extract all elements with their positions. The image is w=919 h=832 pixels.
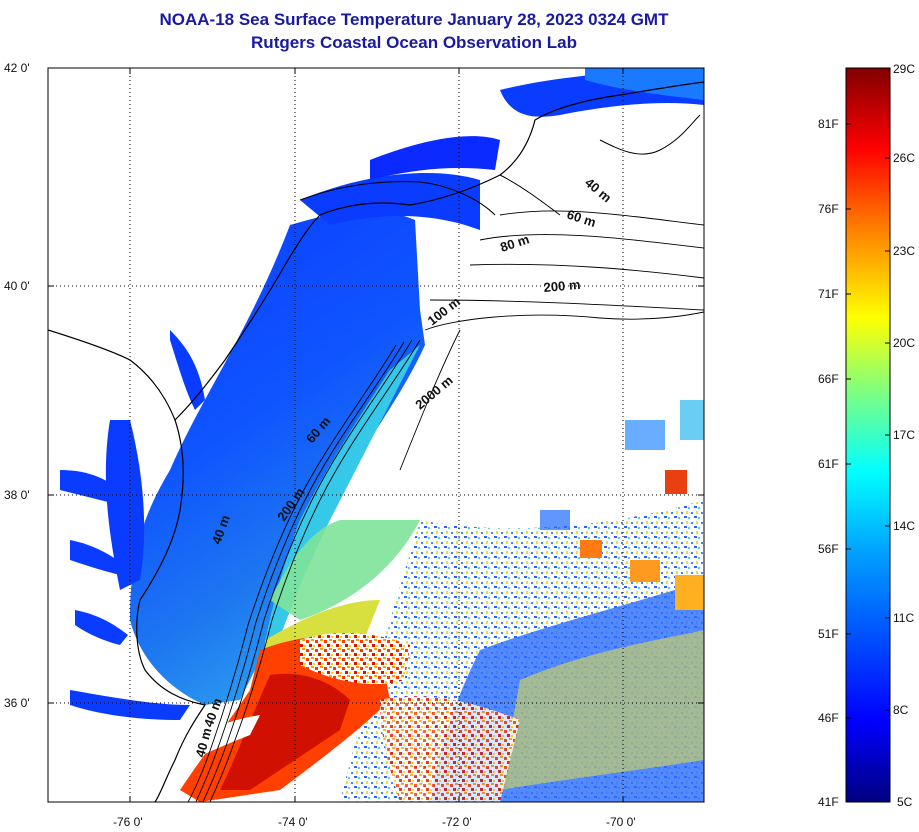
lon-label: -76 0' — [113, 815, 143, 829]
colorbar-c-label: 8C — [893, 703, 909, 717]
contour-label: 40 m — [192, 726, 214, 759]
lat-label: 38 0' — [4, 488, 30, 502]
map-subtitle: Rutgers Coastal Ocean Observation Lab — [251, 33, 577, 52]
colorbar-f-label: 61F — [818, 457, 839, 471]
lon-label: -72 0' — [442, 815, 472, 829]
colorbar-c-label: 11C — [893, 611, 914, 625]
colorbar-f-label: 41F — [818, 795, 839, 809]
colorbar-c-label: 20C — [893, 336, 915, 350]
colorbar — [845, 67, 891, 803]
colorbar-f-label: 56F — [818, 542, 839, 556]
lat-label: 40 0' — [4, 279, 30, 293]
map-frame — [47, 67, 705, 803]
colorbar-c-label: 26C — [893, 151, 915, 165]
lon-label: -70 0' — [606, 815, 636, 829]
colorbar-c-label: 23C — [893, 244, 915, 258]
colorbar-f-label: 51F — [818, 627, 839, 641]
map-image — [48, 68, 704, 802]
contour-label: 200 m — [543, 277, 581, 295]
colorbar-f-label: 66F — [818, 372, 839, 386]
colorbar-c-label: 29C — [893, 62, 915, 76]
colorbar-f-label: 81F — [818, 117, 839, 131]
colorbar-c-label: 14C — [893, 519, 915, 533]
bathymetry-contours — [187, 210, 704, 802]
lat-label: 36 0' — [4, 696, 30, 710]
map-title: NOAA-18 Sea Surface Temperature January … — [159, 10, 669, 29]
colorbar-f-label: 46F — [818, 711, 839, 725]
graticule — [48, 68, 704, 802]
lon-label: -74 0' — [278, 815, 308, 829]
colorbar-f-label: 76F — [818, 202, 839, 216]
axis-ticks — [48, 67, 704, 802]
colorbar-f-label: 71F — [818, 287, 839, 301]
colorbar-ticks — [846, 123, 890, 719]
lat-label: 42 0' — [4, 61, 30, 75]
colorbar-c-label: 17C — [893, 428, 915, 442]
colorbar-c-label: 5C — [897, 795, 913, 809]
